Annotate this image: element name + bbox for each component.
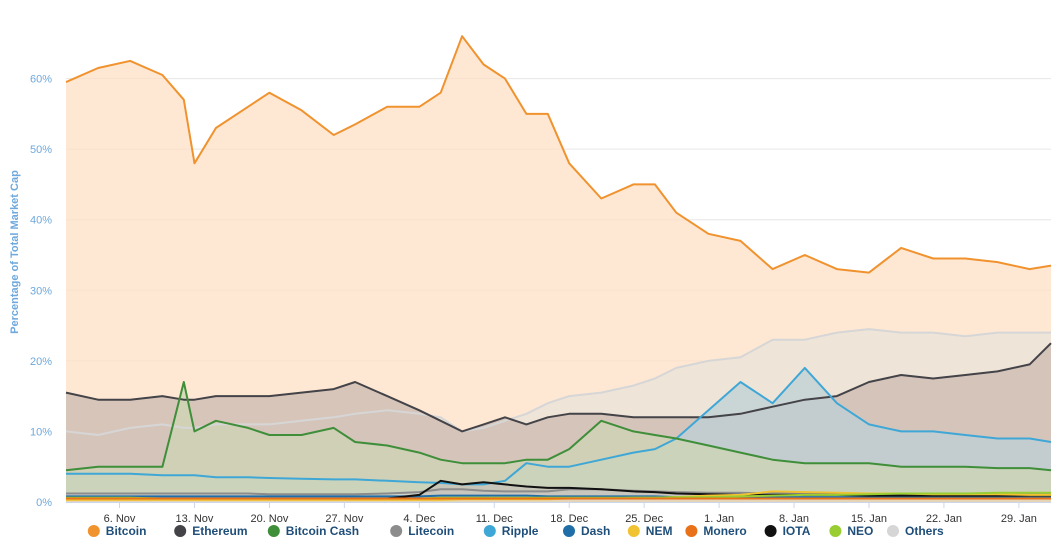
- legend-item-dash[interactable]: Dash: [563, 524, 610, 538]
- y-tick-label-2: 20%: [30, 356, 52, 368]
- y-axis-title: Percentage of Total Market Cap: [9, 170, 21, 334]
- x-tick-label-10: 15. Jan: [851, 513, 887, 525]
- legend-label-litecoin: Litecoin: [408, 524, 454, 538]
- legend-label-bitcoin-cash: Bitcoin Cash: [286, 524, 359, 538]
- area-bitcoin-cash: [66, 382, 1051, 502]
- x-tick-label-4: 4. Dec: [403, 513, 435, 525]
- x-tick-label-5: 11. Dec: [476, 513, 514, 525]
- legend-marker-litecoin: [390, 525, 403, 537]
- legend: Bitcoin Ethereum Bitcoin Cash Litecoin Rippl…: [87, 524, 944, 538]
- legend-marker-monero: [685, 525, 698, 537]
- legend-label-ethereum: Ethereum: [192, 524, 247, 538]
- line-bitcoin-cash: [65, 381, 1052, 472]
- legend-marker-bitcoin-cash: [267, 525, 280, 537]
- line-dash: [66, 494, 1051, 499]
- x-tick-label-7: 25. Dec: [625, 513, 663, 525]
- line-others: [65, 328, 1051, 436]
- legend-label-bitcoin: Bitcoin: [106, 524, 147, 538]
- legend-marker-iota: [764, 525, 777, 537]
- legend-item-neo[interactable]: NEO: [829, 524, 873, 538]
- series-lines: [65, 35, 1052, 501]
- legend-marker-ethereum: [174, 525, 187, 537]
- x-tick-label-0: 6. Nov: [104, 513, 136, 525]
- legend-item-monero[interactable]: Monero: [685, 524, 747, 538]
- x-tick-label-3: 27. Nov: [325, 513, 363, 525]
- legend-item-iota[interactable]: IOTA: [764, 524, 811, 538]
- legend-marker-others: [887, 525, 899, 537]
- legend-item-nem[interactable]: NEM: [627, 524, 673, 538]
- legend-marker-bitcoin: [87, 525, 100, 537]
- y-tick-label-6: 60%: [30, 74, 52, 86]
- line-bitcoin: [65, 35, 1052, 274]
- x-tick-label-2: 20. Nov: [250, 513, 288, 525]
- legend-item-litecoin[interactable]: Litecoin: [390, 524, 454, 538]
- y-tick-label-3: 30%: [30, 285, 52, 297]
- y-tick-label-1: 10%: [30, 426, 52, 438]
- legend-item-bitcoin-cash[interactable]: Bitcoin Cash: [267, 524, 359, 538]
- legend-marker-dash: [563, 525, 575, 537]
- y-tick-label-5: 50%: [30, 144, 52, 156]
- legend-item-bitcoin[interactable]: Bitcoin: [87, 524, 147, 538]
- legend-marker-neo: [829, 525, 842, 537]
- legend-label-nem: NEM: [646, 524, 673, 538]
- x-tick-label-11: 22. Jan: [926, 513, 962, 525]
- legend-label-monero: Monero: [703, 524, 746, 538]
- legend-item-ripple[interactable]: Ripple: [483, 524, 539, 538]
- x-tick-label-12: 29. Jan: [1001, 513, 1037, 525]
- line-ethereum: [65, 342, 1052, 433]
- legend-label-dash: Dash: [581, 524, 610, 538]
- legend-label-iota: IOTA: [783, 524, 811, 538]
- y-tick-label-4: 40%: [30, 215, 52, 227]
- legend-marker-nem: [627, 525, 640, 537]
- y-tick-label-0: 0%: [36, 497, 52, 509]
- x-tick-label-1: 13. Nov: [176, 513, 214, 525]
- legend-label-ripple: Ripple: [502, 524, 539, 538]
- line-ripple: [66, 366, 1052, 486]
- x-tick-label-6: 18. Dec: [550, 513, 588, 525]
- legend-marker-ripple: [483, 525, 496, 537]
- x-tick-label-9: 8. Jan: [779, 513, 809, 525]
- x-tick-label-8: 1. Jan: [704, 513, 734, 525]
- axes: 0% 10% 20% 30% 40% 50% 60% 6. Nov 13. Nov 20. Nov…: [30, 74, 1051, 525]
- legend-label-others: Others: [905, 524, 944, 538]
- legend-label-neo: NEO: [847, 524, 873, 538]
- legend-item-others[interactable]: Others: [887, 524, 944, 538]
- legend-item-ethereum[interactable]: Ethereum: [174, 524, 248, 538]
